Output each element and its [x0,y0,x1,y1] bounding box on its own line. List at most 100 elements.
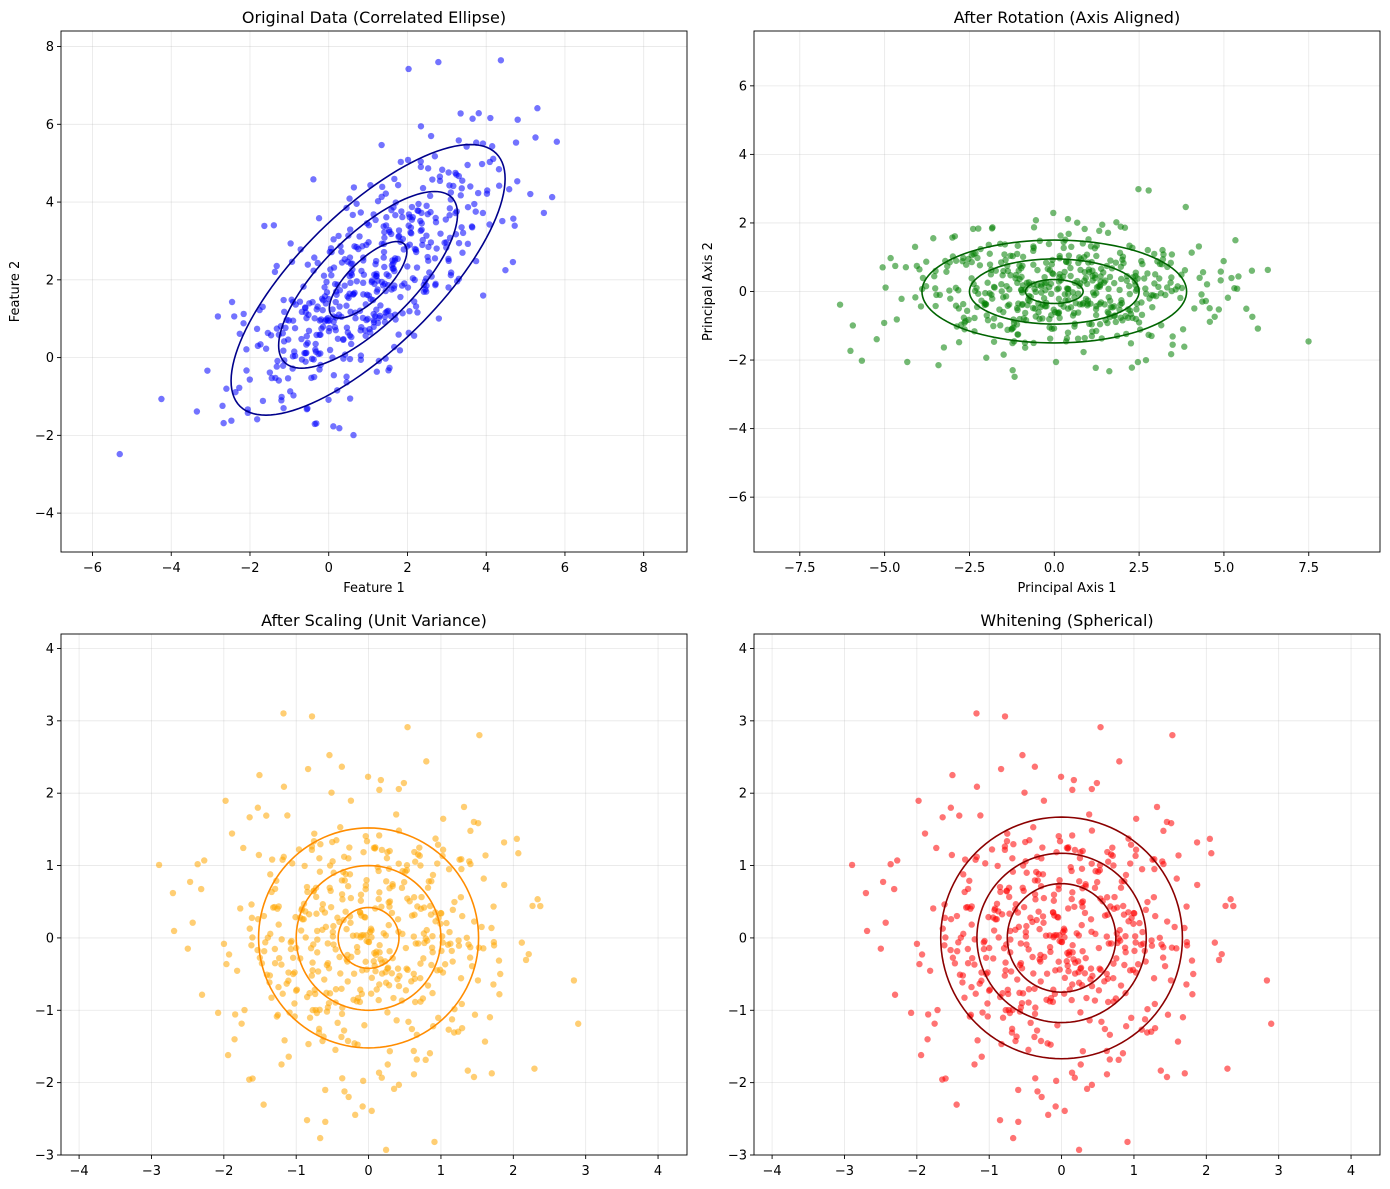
data-point [274,357,281,365]
data-point [404,723,411,731]
subplot-4: −4 −3 −2 −1 0 1 2 3 4 −3 −2 −1 0 1 2 3 4 Whitening (Spher… [728,611,1381,1179]
data-point [254,804,262,811]
data-point [1122,932,1129,940]
y-tick-label: −4 [35,507,54,522]
data-point [1305,338,1312,345]
data-point [972,990,979,997]
data-point [1144,1005,1151,1013]
data-point [1130,920,1137,927]
data-point [1127,340,1135,347]
data-point [1032,1004,1039,1011]
data-point [983,354,990,361]
data-point [959,979,966,986]
data-point [1091,997,1099,1004]
data-point [933,291,940,299]
data-point [314,968,322,975]
data-point [1139,928,1146,936]
data-point [404,284,412,291]
data-point [1046,335,1054,342]
data-point [350,184,358,191]
data-point [1167,819,1175,827]
data-point [1217,268,1224,275]
data-point [321,284,328,291]
data-point [412,303,420,310]
data-point [1001,713,1009,720]
data-point [1211,313,1218,320]
y-tick-label: 0 [739,931,747,946]
data-point [1009,367,1016,374]
data-point [1044,265,1051,273]
data-point [353,943,361,951]
data-point [344,978,351,985]
data-point [432,280,439,288]
data-point [931,273,938,280]
data-point [879,878,887,886]
data-point [964,945,972,953]
data-point [302,358,309,365]
data-point [902,264,910,271]
data-point [427,208,434,216]
data-point [1117,884,1125,891]
data-point [417,974,424,982]
data-point [394,965,402,972]
data-point [1075,979,1083,986]
data-point [371,271,378,278]
data-point [1023,922,1030,930]
data-point [947,946,954,954]
data-point [313,420,320,427]
data-point [308,846,316,854]
data-point [979,1009,986,1016]
data-point [383,854,391,862]
data-point [380,254,387,261]
y-tick-label: 3 [46,714,54,729]
data-point [511,222,518,229]
data-point [346,355,354,363]
data-point [400,779,408,787]
data-point [988,846,996,853]
data-point [279,990,286,997]
data-point [1027,914,1034,921]
data-point [971,961,978,968]
data-point [863,927,871,935]
data-point [271,268,279,276]
data-point [326,884,333,892]
data-point [1211,939,1219,946]
data-point [474,977,482,984]
data-point [972,856,979,863]
data-point [417,158,424,165]
data-point [1005,301,1013,308]
data-point [1075,309,1082,316]
data-point [1072,299,1080,307]
data-point [304,261,312,268]
data-point [345,855,352,862]
data-point [319,306,326,314]
data-point [408,912,416,919]
data-point [1131,910,1138,917]
data-point [332,327,339,334]
data-point [1113,904,1121,911]
data-point [451,898,458,906]
data-point [887,860,894,868]
data-point [1120,902,1127,910]
data-point [1039,844,1046,851]
data-point [1061,1107,1068,1115]
data-point [274,905,281,912]
data-point [417,123,425,130]
data-point [347,279,354,287]
data-point [995,934,1002,941]
data-point [482,852,489,859]
data-point [415,200,422,208]
data-point [553,138,561,145]
data-point [303,314,310,322]
x-tick-label: 0 [1057,1164,1065,1179]
data-point [1044,1040,1051,1047]
data-point [953,912,961,920]
data-point [1071,1074,1078,1081]
data-point [1126,282,1133,290]
data-point [540,209,548,217]
data-point [1065,844,1072,851]
data-point [480,875,487,882]
data-point [241,1006,248,1014]
y-tick-label: 1 [46,859,54,874]
data-point [1113,219,1120,226]
